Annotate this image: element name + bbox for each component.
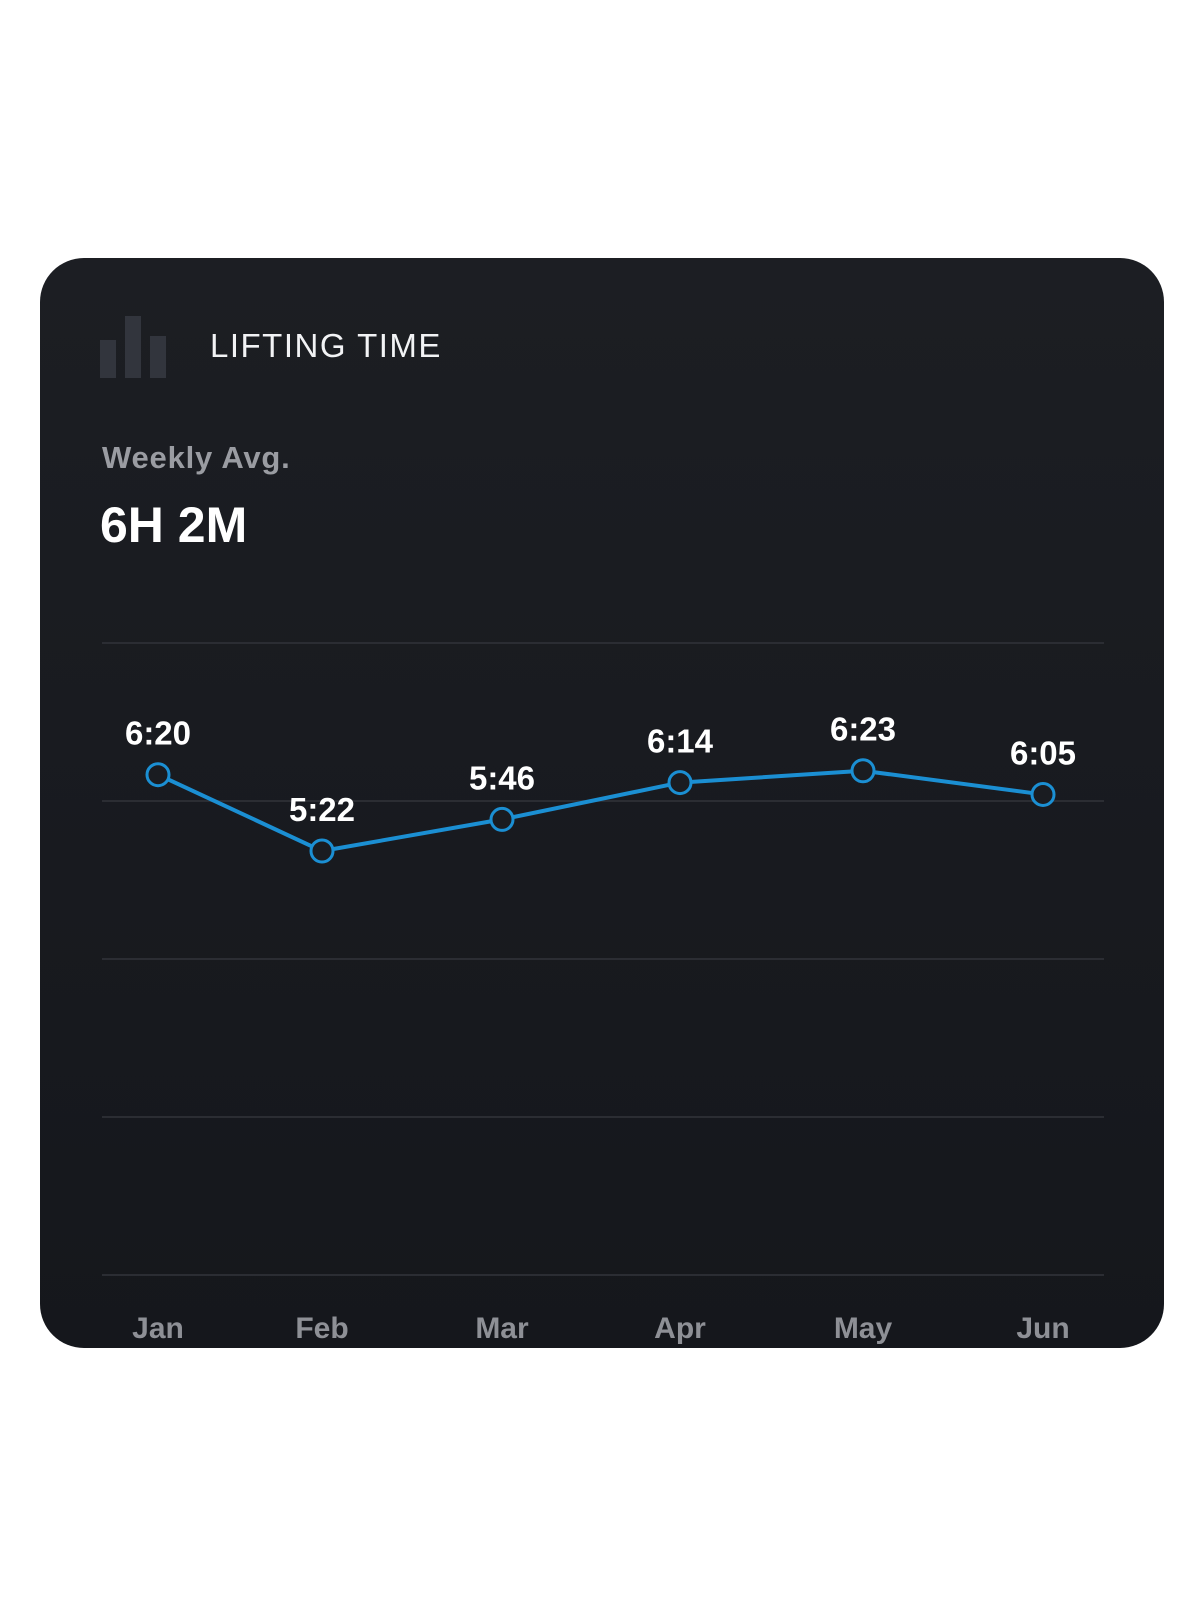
card-header: LIFTING TIME	[100, 314, 442, 378]
data-label-feb: 5:22	[289, 791, 355, 828]
x-tick-may: May	[834, 1312, 893, 1345]
data-label-jan: 6:20	[125, 715, 191, 752]
line-chart: 6:20 5:22 5:46 6:14 6:23 6:05 Jan Feb Mar Apr May…	[102, 642, 1104, 1345]
x-tick-jun: Jun	[1016, 1312, 1069, 1345]
data-label-apr: 6:14	[647, 723, 714, 760]
x-tick-jan: Jan	[132, 1312, 184, 1345]
card-title: LIFTING TIME	[210, 327, 442, 364]
data-point-feb[interactable]	[309, 838, 335, 864]
series-line	[157, 768, 1044, 854]
data-point-may[interactable]	[850, 758, 876, 784]
data-point-apr[interactable]	[667, 770, 693, 796]
gridlines	[102, 642, 1104, 1276]
weekly-avg-value: 6H 2M	[100, 497, 248, 553]
data-label-may: 6:23	[830, 711, 896, 748]
data-point-mar[interactable]	[489, 806, 515, 832]
bar-chart-icon	[100, 314, 166, 378]
x-tick-feb: Feb	[295, 1312, 348, 1345]
lifting-time-card: LIFTING TIME Weekly Avg. 6H 2M 6:20 5:22 5…	[40, 258, 1164, 1348]
data-labels: 6:20 5:22 5:46 6:14 6:23 6:05	[125, 711, 1076, 828]
data-point-jun[interactable]	[1030, 781, 1056, 807]
data-label-mar: 5:46	[469, 759, 535, 796]
data-label-jun: 6:05	[1010, 734, 1076, 771]
x-tick-apr: Apr	[654, 1312, 706, 1345]
x-axis-labels: Jan Feb Mar Apr May Jun	[132, 1312, 1070, 1345]
weekly-avg-label: Weekly Avg.	[102, 440, 291, 475]
x-tick-mar: Mar	[475, 1312, 529, 1345]
series-line-path	[157, 768, 1044, 854]
data-points	[145, 758, 1056, 864]
data-point-jan[interactable]	[145, 762, 171, 788]
